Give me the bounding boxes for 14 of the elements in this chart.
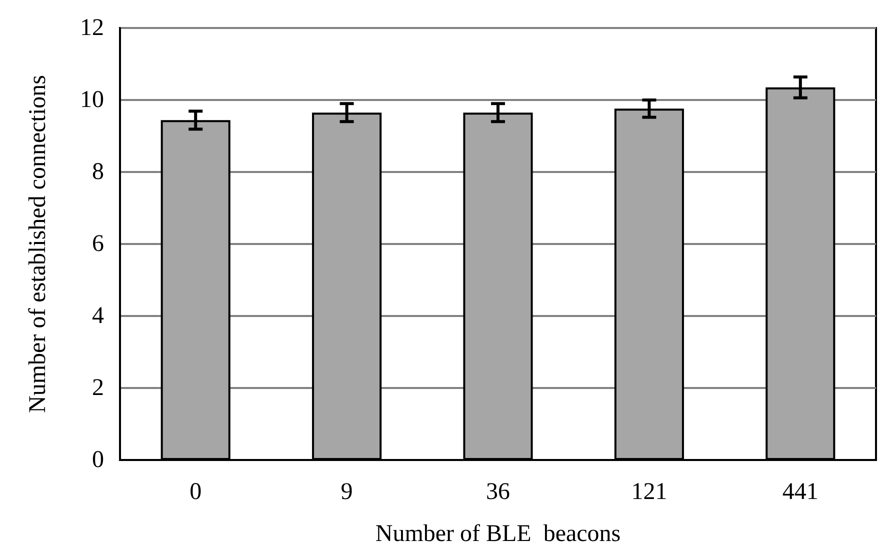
y-tick-label: 4 xyxy=(92,303,104,329)
y-tick-label: 12 xyxy=(80,15,104,41)
y-axis-title: Number of established connections xyxy=(25,75,51,413)
y-tick-label: 6 xyxy=(92,231,104,257)
y-tick-label: 2 xyxy=(92,375,104,401)
y-tick-label: 8 xyxy=(92,159,104,185)
x-tick-label: 121 xyxy=(631,479,668,505)
y-tick-label: 10 xyxy=(80,87,104,113)
x-axis-title: Number of BLE beacons xyxy=(375,521,621,547)
x-tick-label: 0 xyxy=(190,479,202,505)
x-tick-label: 36 xyxy=(486,479,510,505)
x-tick-label: 441 xyxy=(782,479,818,505)
x-tick-label: 9 xyxy=(340,479,353,505)
y-tick-label: 0 xyxy=(92,447,104,473)
